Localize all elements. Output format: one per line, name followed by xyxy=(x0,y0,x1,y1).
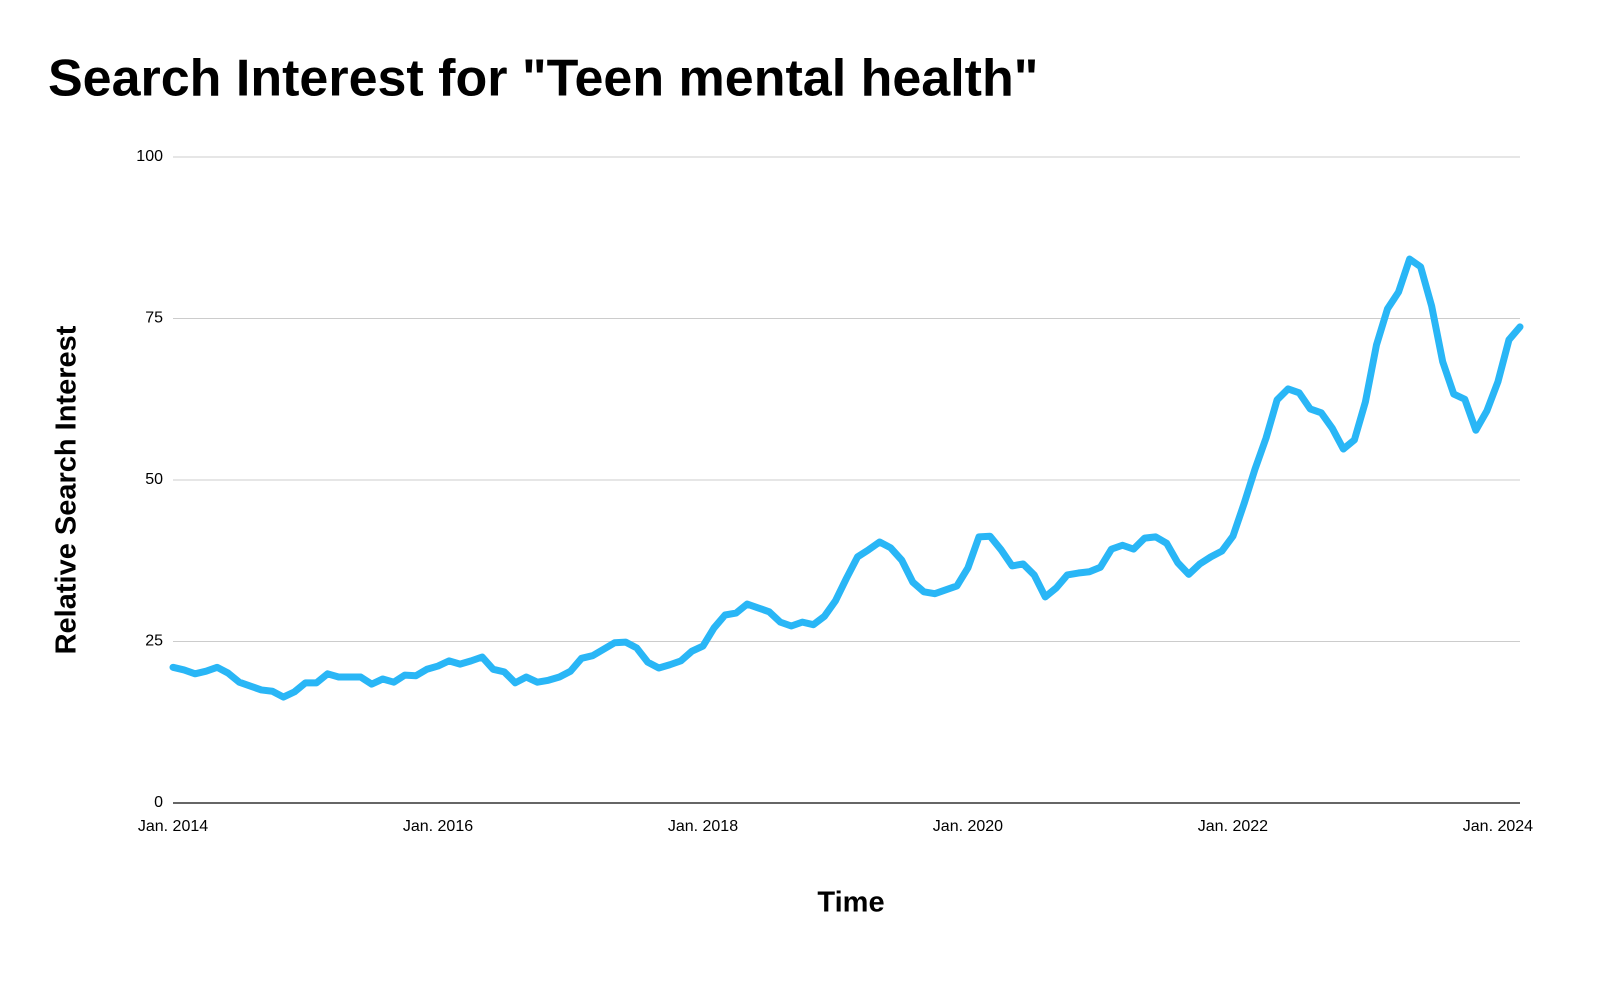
x-tick-label: Jan. 2020 xyxy=(933,818,1003,835)
y-tick-label: 75 xyxy=(145,310,163,327)
y-axis-label: Relative Search Interest xyxy=(51,325,83,654)
x-tick-label: Jan. 2016 xyxy=(403,818,473,835)
y-tick-label: 25 xyxy=(145,633,163,650)
x-axis-label: Time xyxy=(817,887,884,919)
x-tick-label: Jan. 2022 xyxy=(1198,818,1268,835)
y-tick-label: 50 xyxy=(145,471,163,488)
x-tick-label: Jan. 2018 xyxy=(668,818,738,835)
y-tick-label: 100 xyxy=(136,148,163,165)
y-tick-label: 0 xyxy=(154,794,163,811)
chart-title: Search Interest for "Teen mental health" xyxy=(48,50,1038,108)
x-tick-label: Jan. 2024 xyxy=(1463,818,1533,835)
x-tick-label: Jan. 2014 xyxy=(138,818,208,835)
series-line xyxy=(169,255,1524,701)
